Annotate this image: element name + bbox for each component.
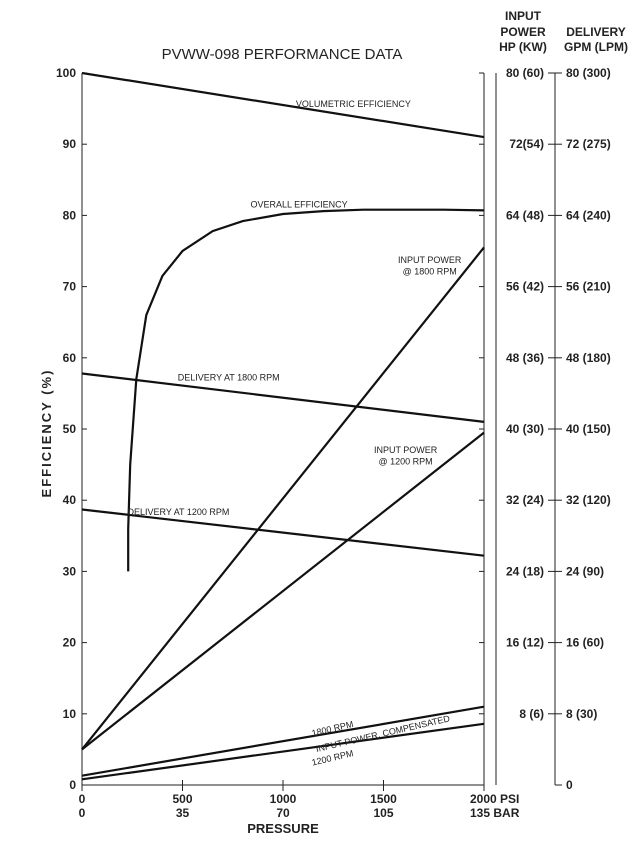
power-axis-header-line-3: HP (KW) (499, 40, 547, 54)
delivery-tick-label: 24 (90) (566, 564, 604, 578)
annotation-label: DELIVERY AT 1200 RPM (128, 507, 230, 517)
x-tick-label-bar: 0 (79, 806, 86, 820)
power-tick-label: 80 (60) (506, 66, 544, 80)
x-tick-label-bar: 35 (176, 806, 190, 820)
annotation-label: 1800 RPM (311, 719, 355, 738)
delivery-tick-label: 0 (566, 778, 573, 792)
x-tick-label-psi: 500 (172, 792, 192, 806)
series-line-overall-efficiency (127, 208, 485, 572)
annotations: VOLUMETRIC EFFICIENCY OVERALL EFFICIENCY I… (128, 99, 462, 767)
x-tick-label-psi: 2000 PSI (470, 792, 519, 806)
x-axis-label: PRESSURE (247, 821, 319, 836)
power-tick-label: 24 (18) (506, 564, 544, 578)
y-tick-label: 80 (63, 208, 77, 222)
power-tick-label: 56 (42) (506, 280, 544, 294)
x-tick-label-bar: 70 (276, 806, 290, 820)
series-line-1800-rpm (81, 705, 485, 777)
y-tick-label: 40 (63, 493, 77, 507)
delivery-axis-header-line-2: GPM (LPM) (564, 40, 628, 54)
delivery-tick-label: 48 (180) (566, 351, 611, 365)
x-tick-label-bar: 105 (373, 806, 393, 820)
y-tick-label: 70 (63, 280, 77, 294)
x-tick-label-psi: 0 (79, 792, 86, 806)
annotation-label: INPUT POWER, COMPENSATED (315, 713, 451, 754)
delivery-tick-label: 72 (275) (566, 137, 611, 151)
power-tick-label: 16 (12) (506, 636, 544, 650)
annotation-label: INPUT POWER (374, 445, 438, 455)
power-tick-label: 40 (30) (506, 422, 544, 436)
delivery-axis-header-line-1: DELIVERY (566, 25, 626, 39)
series-line-delivery-at-1200-rpm (81, 508, 485, 557)
delivery-tick-label: 16 (60) (566, 636, 604, 650)
delivery-tick-label: 64 (240) (566, 208, 611, 222)
x-tick-label-bar: 135 BAR (470, 806, 520, 820)
x-tick-label-psi: 1000 (270, 792, 297, 806)
power-axis-header-line-2: POWER (500, 25, 546, 39)
series-line-volumetric-efficiency (81, 71, 485, 139)
y-tick-label: 100 (56, 66, 76, 80)
delivery-tick-label: 32 (120) (566, 493, 611, 507)
x-tick-label-psi: 1500 (370, 792, 397, 806)
y-tick-label: 90 (63, 137, 77, 151)
axes (81, 72, 562, 791)
series-line-input-power-1800-rpm (81, 246, 485, 751)
power-tick-label: 32 (24) (506, 493, 544, 507)
y-tick-label: 50 (63, 422, 77, 436)
y-tick-label: 10 (63, 707, 77, 721)
delivery-tick-label: 40 (150) (566, 422, 611, 436)
tick-labels: 0102030405060708090100005003510007015001… (56, 66, 611, 820)
series-lines (81, 71, 485, 781)
power-tick-label: 64 (48) (506, 208, 544, 222)
y-tick-label: 20 (63, 636, 77, 650)
annotation-label: @ 1800 RPM (403, 266, 457, 276)
series-line-input-power-1200-rpm (81, 431, 485, 751)
y-axis-label: EFFICIENCY (%) (39, 369, 54, 498)
delivery-tick-label: 80 (300) (566, 66, 611, 80)
power-tick-label: 48 (36) (506, 351, 544, 365)
delivery-tick-label: 56 (210) (566, 280, 611, 294)
y-tick-label: 0 (69, 778, 76, 792)
annotation-label: INPUT POWER (398, 255, 462, 265)
delivery-tick-label: 8 (30) (566, 707, 597, 721)
annotation-label: DELIVERY AT 1800 RPM (178, 373, 280, 383)
annotation-label: OVERALL EFFICIENCY (250, 200, 347, 210)
y-tick-label: 30 (63, 564, 77, 578)
power-tick-label: 72(54) (509, 137, 544, 151)
chart-title: PVWW-098 PERFORMANCE DATA (162, 46, 403, 63)
power-axis-header-line-1: INPUT (505, 9, 542, 23)
annotation-label: @ 1200 RPM (379, 457, 433, 467)
series-line-1200-rpm (81, 722, 485, 781)
series-line-delivery-at-1800-rpm (81, 372, 485, 423)
y-tick-label: 60 (63, 351, 77, 365)
power-tick-label: 8 (6) (519, 707, 544, 721)
annotation-label: VOLUMETRIC EFFICIENCY (296, 99, 411, 109)
